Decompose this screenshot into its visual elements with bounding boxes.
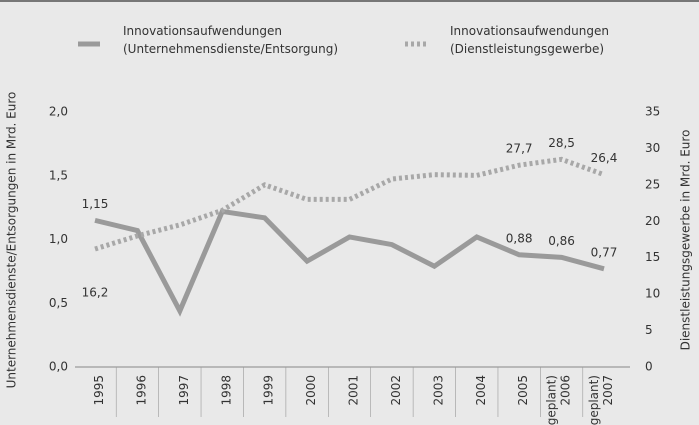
y-tick-label: 1,0 xyxy=(49,232,68,246)
x-tick-group: 2007(geplant) xyxy=(587,375,615,425)
x-tick-group: 2000 xyxy=(304,375,318,406)
data-label: 0,86 xyxy=(548,234,575,248)
data-label: 16,2 xyxy=(82,285,109,299)
y2-axis-label: Dienstleistungsgewerbe in Mrd. Euro xyxy=(679,130,693,351)
x-tick-group: 1999 xyxy=(261,375,275,406)
x-tick-group: 2005 xyxy=(516,375,530,406)
x-tick-label: 2000 xyxy=(304,375,318,406)
y-tick-label: 0,5 xyxy=(49,296,68,310)
y2-tick-label: 25 xyxy=(645,177,660,191)
y2-tick-label: 35 xyxy=(645,105,660,119)
series-line xyxy=(94,156,605,252)
x-tick-label: 2006(geplant) xyxy=(544,375,572,425)
y2-tick-label: 5 xyxy=(645,323,653,337)
x-tick-group: 2001 xyxy=(346,375,360,406)
x-tick-label: 2004 xyxy=(473,375,487,406)
x-tick-label: 1999 xyxy=(261,375,275,406)
legend-label: Innovationsaufwendungen (Dienstleistungsg… xyxy=(450,24,609,56)
x-tick-group: 1995 xyxy=(92,375,106,406)
x-tick-group: 2004 xyxy=(473,375,487,406)
data-label: 28,5 xyxy=(548,136,575,150)
series-line xyxy=(94,208,605,317)
x-tick-group: 1997 xyxy=(176,375,190,406)
x-tick-label: 1997 xyxy=(176,375,190,406)
y-tick-label: 2,0 xyxy=(49,105,68,119)
x-tick-group: 1996 xyxy=(134,375,148,406)
x-tick-group: 2006(geplant) xyxy=(544,375,572,425)
x-tick-label: 2007(geplant) xyxy=(587,375,615,425)
x-tick-label: 1998 xyxy=(219,375,233,406)
legend-label: Innovationsaufwendungen (Unternehmensdien… xyxy=(123,24,338,56)
x-tick-label: 1996 xyxy=(134,375,148,406)
x-tick-group: 2003 xyxy=(431,375,445,406)
data-label: 0,77 xyxy=(591,245,618,259)
y2-tick-label: 20 xyxy=(645,214,660,228)
y-tick-label: 0,0 xyxy=(49,360,68,374)
x-tick-group: 2002 xyxy=(388,375,402,406)
x-tick-label: 2001 xyxy=(346,375,360,406)
data-label: 27,7 xyxy=(506,142,533,156)
y-tick-label: 1,5 xyxy=(49,168,68,182)
x-tick-label: 2003 xyxy=(431,375,445,406)
y2-tick-label: 10 xyxy=(645,287,660,301)
x-tick-label: 2005 xyxy=(516,375,530,406)
y2-tick-label: 15 xyxy=(645,250,660,264)
data-label: 1,15 xyxy=(82,197,109,211)
x-tick-label: 2002 xyxy=(388,375,402,406)
data-label: 0,88 xyxy=(506,231,533,245)
x-tick-label: 1995 xyxy=(92,375,106,406)
y2-tick-label: 0 xyxy=(645,360,653,374)
y-axis-label: Unternehmensdienste/Entsorgungen in Mrd.… xyxy=(5,92,19,389)
x-tick-group: 1998 xyxy=(219,375,233,406)
y2-tick-label: 30 xyxy=(645,141,660,155)
data-label: 26,4 xyxy=(591,151,618,165)
